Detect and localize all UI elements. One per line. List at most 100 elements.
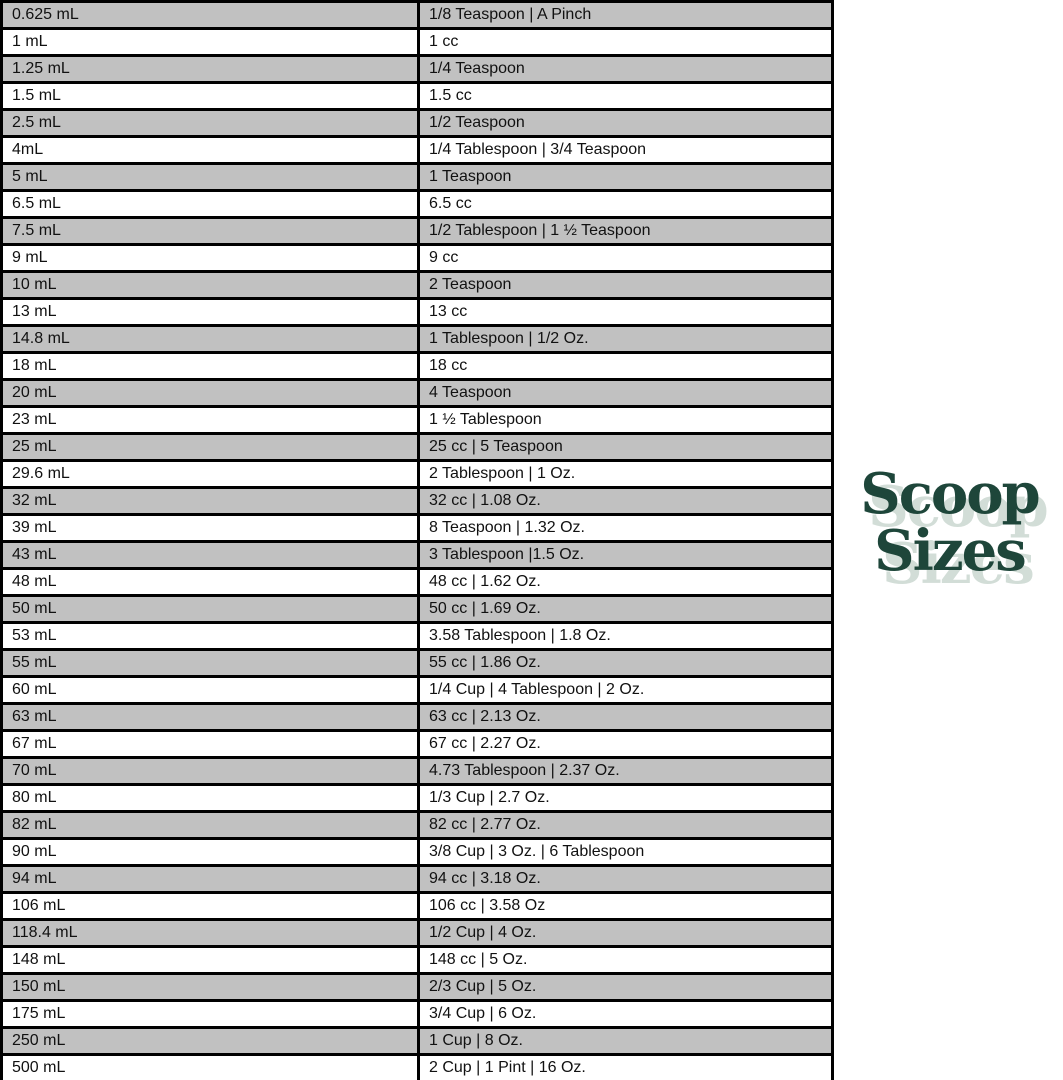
table-row: 10 mL 2 Teaspoon <box>0 270 834 300</box>
conversion-cell: 1/2 Cup | 4 Oz. <box>417 918 834 948</box>
table-row: 9 mL 9 cc <box>0 243 834 273</box>
ml-cell: 1.25 mL <box>0 54 420 84</box>
conversion-cell: 82 cc | 2.77 Oz. <box>417 810 834 840</box>
conversion-cell: 1/4 Tablespoon | 3/4 Teaspoon <box>417 135 834 165</box>
table-row: 500 mL 2 Cup | 1 Pint | 16 Oz. <box>0 1053 834 1080</box>
conversion-cell: 2 Cup | 1 Pint | 16 Oz. <box>417 1053 834 1080</box>
conversion-cell: 3 Tablespoon |1.5 Oz. <box>417 540 834 570</box>
conversion-cell: 1 Tablespoon | 1/2 Oz. <box>417 324 834 354</box>
table-row: 50 mL 50 cc | 1.69 Oz. <box>0 594 834 624</box>
conversion-cell: 8 Teaspoon | 1.32 Oz. <box>417 513 834 543</box>
table-row: 7.5 mL 1/2 Tablespoon | 1 ½ Teaspoon <box>0 216 834 246</box>
ml-cell: 4mL <box>0 135 420 165</box>
ml-cell: 148 mL <box>0 945 420 975</box>
conversion-cell: 4.73 Tablespoon | 2.37 Oz. <box>417 756 834 786</box>
ml-cell: 18 mL <box>0 351 420 381</box>
logo-line-2: Sizes <box>874 518 1027 585</box>
conversion-cell: 50 cc | 1.69 Oz. <box>417 594 834 624</box>
ml-cell: 250 mL <box>0 1026 420 1056</box>
conversion-cell: 1 Teaspoon <box>417 162 834 192</box>
scoop-size-table-body: 0.625 mL 1/8 Teaspoon | A Pinch 1 mL 1 cc 1.… <box>0 0 834 1080</box>
conversion-cell: 106 cc | 3.58 Oz <box>417 891 834 921</box>
table-row: 80 mL 1/3 Cup | 2.7 Oz. <box>0 783 834 813</box>
conversion-cell: 3.58 Tablespoon | 1.8 Oz. <box>417 621 834 651</box>
ml-cell: 9 mL <box>0 243 420 273</box>
conversion-cell: 13 cc <box>417 297 834 327</box>
ml-cell: 20 mL <box>0 378 420 408</box>
ml-cell: 29.6 mL <box>0 459 420 489</box>
ml-cell: 67 mL <box>0 729 420 759</box>
conversion-cell: 25 cc | 5 Teaspoon <box>417 432 834 462</box>
ml-cell: 48 mL <box>0 567 420 597</box>
conversion-cell: 32 cc | 1.08 Oz. <box>417 486 834 516</box>
conversion-cell: 2 Teaspoon <box>417 270 834 300</box>
table-row: 2.5 mL 1/2 Teaspoon <box>0 108 834 138</box>
ml-cell: 1.5 mL <box>0 81 420 111</box>
table-row: 250 mL 1 Cup | 8 Oz. <box>0 1026 834 1056</box>
ml-cell: 55 mL <box>0 648 420 678</box>
table-row: 148 mL 148 cc | 5 Oz. <box>0 945 834 975</box>
conversion-cell: 2 Tablespoon | 1 Oz. <box>417 459 834 489</box>
table-row: 106 mL 106 cc | 3.58 Oz <box>0 891 834 921</box>
table-row: 29.6 mL 2 Tablespoon | 1 Oz. <box>0 459 834 489</box>
conversion-cell: 1/2 Teaspoon <box>417 108 834 138</box>
conversion-cell: 1/3 Cup | 2.7 Oz. <box>417 783 834 813</box>
conversion-cell: 1/4 Teaspoon <box>417 54 834 84</box>
ml-cell: 63 mL <box>0 702 420 732</box>
conversion-cell: 3/4 Cup | 6 Oz. <box>417 999 834 1029</box>
table-row: 1 mL 1 cc <box>0 27 834 57</box>
ml-cell: 14.8 mL <box>0 324 420 354</box>
conversion-cell: 1/4 Cup | 4 Tablespoon | 2 Oz. <box>417 675 834 705</box>
ml-cell: 25 mL <box>0 432 420 462</box>
ml-cell: 60 mL <box>0 675 420 705</box>
ml-cell: 90 mL <box>0 837 420 867</box>
table-row: 55 mL 55 cc | 1.86 Oz. <box>0 648 834 678</box>
conversion-cell: 1 Cup | 8 Oz. <box>417 1026 834 1056</box>
ml-cell: 80 mL <box>0 783 420 813</box>
conversion-cell: 1.5 cc <box>417 81 834 111</box>
conversion-cell: 4 Teaspoon <box>417 378 834 408</box>
table-row: 63 mL 63 cc | 2.13 Oz. <box>0 702 834 732</box>
ml-cell: 500 mL <box>0 1053 420 1080</box>
ml-cell: 6.5 mL <box>0 189 420 219</box>
table-row: 0.625 mL 1/8 Teaspoon | A Pinch <box>0 0 834 30</box>
ml-cell: 13 mL <box>0 297 420 327</box>
ml-cell: 94 mL <box>0 864 420 894</box>
conversion-cell: 1 cc <box>417 27 834 57</box>
conversion-cell: 6.5 cc <box>417 189 834 219</box>
ml-cell: 39 mL <box>0 513 420 543</box>
ml-cell: 82 mL <box>0 810 420 840</box>
table-row: 5 mL 1 Teaspoon <box>0 162 834 192</box>
conversion-cell: 67 cc | 2.27 Oz. <box>417 729 834 759</box>
conversion-cell: 55 cc | 1.86 Oz. <box>417 648 834 678</box>
conversion-cell: 18 cc <box>417 351 834 381</box>
table-row: 90 mL 3/8 Cup | 3 Oz. | 6 Tablespoon <box>0 837 834 867</box>
conversion-cell: 1 ½ Tablespoon <box>417 405 834 435</box>
table-row: 150 mL 2/3 Cup | 5 Oz. <box>0 972 834 1002</box>
ml-cell: 53 mL <box>0 621 420 651</box>
ml-cell: 175 mL <box>0 999 420 1029</box>
table-row: 175 mL 3/4 Cup | 6 Oz. <box>0 999 834 1029</box>
table-row: 94 mL 94 cc | 3.18 Oz. <box>0 864 834 894</box>
table-row: 32 mL 32 cc | 1.08 Oz. <box>0 486 834 516</box>
table-row: 60 mL 1/4 Cup | 4 Tablespoon | 2 Oz. <box>0 675 834 705</box>
table-row: 39 mL 8 Teaspoon | 1.32 Oz. <box>0 513 834 543</box>
conversion-cell: 63 cc | 2.13 Oz. <box>417 702 834 732</box>
table-row: 20 mL 4 Teaspoon <box>0 378 834 408</box>
conversion-cell: 94 cc | 3.18 Oz. <box>417 864 834 894</box>
ml-cell: 1 mL <box>0 27 420 57</box>
ml-cell: 50 mL <box>0 594 420 624</box>
ml-cell: 10 mL <box>0 270 420 300</box>
ml-cell: 70 mL <box>0 756 420 786</box>
table-row: 18 mL 18 cc <box>0 351 834 381</box>
table-row: 14.8 mL 1 Tablespoon | 1/2 Oz. <box>0 324 834 354</box>
table-row: 6.5 mL 6.5 cc <box>0 189 834 219</box>
conversion-cell: 148 cc | 5 Oz. <box>417 945 834 975</box>
ml-cell: 106 mL <box>0 891 420 921</box>
table-row: 43 mL 3 Tablespoon |1.5 Oz. <box>0 540 834 570</box>
ml-cell: 43 mL <box>0 540 420 570</box>
logo: Scoop Sizes <box>836 465 1063 585</box>
conversion-cell: 1/8 Teaspoon | A Pinch <box>417 0 834 30</box>
conversion-cell: 9 cc <box>417 243 834 273</box>
table-row: 4mL 1/4 Tablespoon | 3/4 Teaspoon <box>0 135 834 165</box>
